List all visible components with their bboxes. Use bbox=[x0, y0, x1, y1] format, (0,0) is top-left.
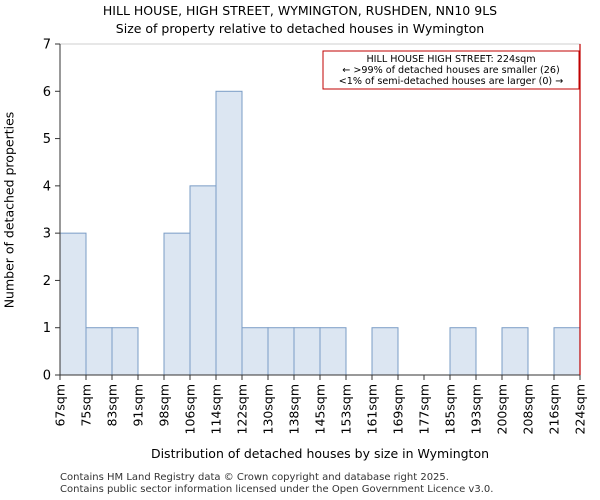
x-tick-label: 122sqm bbox=[235, 384, 250, 434]
histogram-bar bbox=[553, 327, 581, 376]
histogram-bar bbox=[449, 327, 477, 376]
x-tick-label: 185sqm bbox=[443, 384, 458, 434]
histogram-bar bbox=[189, 185, 217, 376]
y-tick-label: 5 bbox=[43, 132, 51, 147]
licence-note: Contains public sector information licen… bbox=[60, 484, 494, 495]
x-tick-label: 216sqm bbox=[547, 384, 562, 434]
copyright-note: Contains HM Land Registry data © Crown c… bbox=[60, 472, 449, 483]
histogram-bar bbox=[501, 327, 529, 376]
x-tick-label: 153sqm bbox=[339, 384, 354, 434]
y-tick-label: 1 bbox=[43, 321, 51, 336]
y-tick-label: 2 bbox=[43, 274, 51, 289]
histogram-bar bbox=[241, 327, 269, 376]
histogram-bar bbox=[85, 327, 113, 376]
plot-area bbox=[59, 43, 581, 376]
x-tick-label: 114sqm bbox=[209, 384, 224, 434]
x-tick-label: 161sqm bbox=[365, 384, 380, 434]
y-tick-label: 0 bbox=[43, 369, 51, 384]
histogram-bar bbox=[293, 327, 321, 376]
x-tick-label: 208sqm bbox=[521, 384, 536, 434]
annotation-line: <1% of semi-detached houses are larger (… bbox=[339, 76, 564, 87]
x-tick-label: 83sqm bbox=[105, 384, 120, 427]
annotation-line: ← >99% of detached houses are smaller (2… bbox=[342, 65, 560, 76]
x-axis-label: Distribution of detached houses by size … bbox=[150, 446, 490, 461]
y-tick-label: 7 bbox=[43, 38, 51, 53]
annotation-line: HILL HOUSE HIGH STREET: 224sqm bbox=[366, 54, 535, 65]
x-tick-label: 75sqm bbox=[79, 384, 94, 427]
x-tick-label: 169sqm bbox=[391, 384, 406, 434]
histogram-bar bbox=[215, 90, 243, 376]
y-tick-label: 3 bbox=[43, 227, 51, 242]
y-tick-label: 4 bbox=[43, 179, 51, 194]
x-tick-label: 91sqm bbox=[131, 384, 146, 427]
histogram-bar bbox=[371, 327, 399, 376]
x-tick-label: 177sqm bbox=[417, 384, 432, 434]
x-tick-label: 193sqm bbox=[469, 384, 484, 434]
annotation-box bbox=[322, 50, 580, 90]
histogram-bar bbox=[163, 232, 191, 376]
x-tick-label: 67sqm bbox=[53, 384, 68, 427]
chart-title: HILL HOUSE, HIGH STREET, WYMINGTON, RUSH… bbox=[102, 3, 498, 18]
histogram-bar bbox=[111, 327, 139, 376]
x-tick-label: 200sqm bbox=[495, 384, 510, 434]
histogram-bar bbox=[319, 327, 347, 376]
y-axis-label: Number of detached properties bbox=[1, 111, 17, 309]
x-tick-label: 98sqm bbox=[157, 384, 172, 427]
x-tick-label: 106sqm bbox=[183, 384, 198, 434]
y-tick-label: 6 bbox=[43, 85, 51, 100]
histogram-bar bbox=[267, 327, 295, 376]
x-tick-label: 224sqm bbox=[573, 384, 588, 434]
histogram-bar bbox=[59, 232, 87, 376]
x-tick-label: 145sqm bbox=[313, 384, 328, 434]
x-tick-label: 138sqm bbox=[287, 384, 302, 434]
x-tick-label: 130sqm bbox=[261, 384, 276, 434]
chart-subtitle: Size of property relative to detached ho… bbox=[115, 21, 485, 36]
